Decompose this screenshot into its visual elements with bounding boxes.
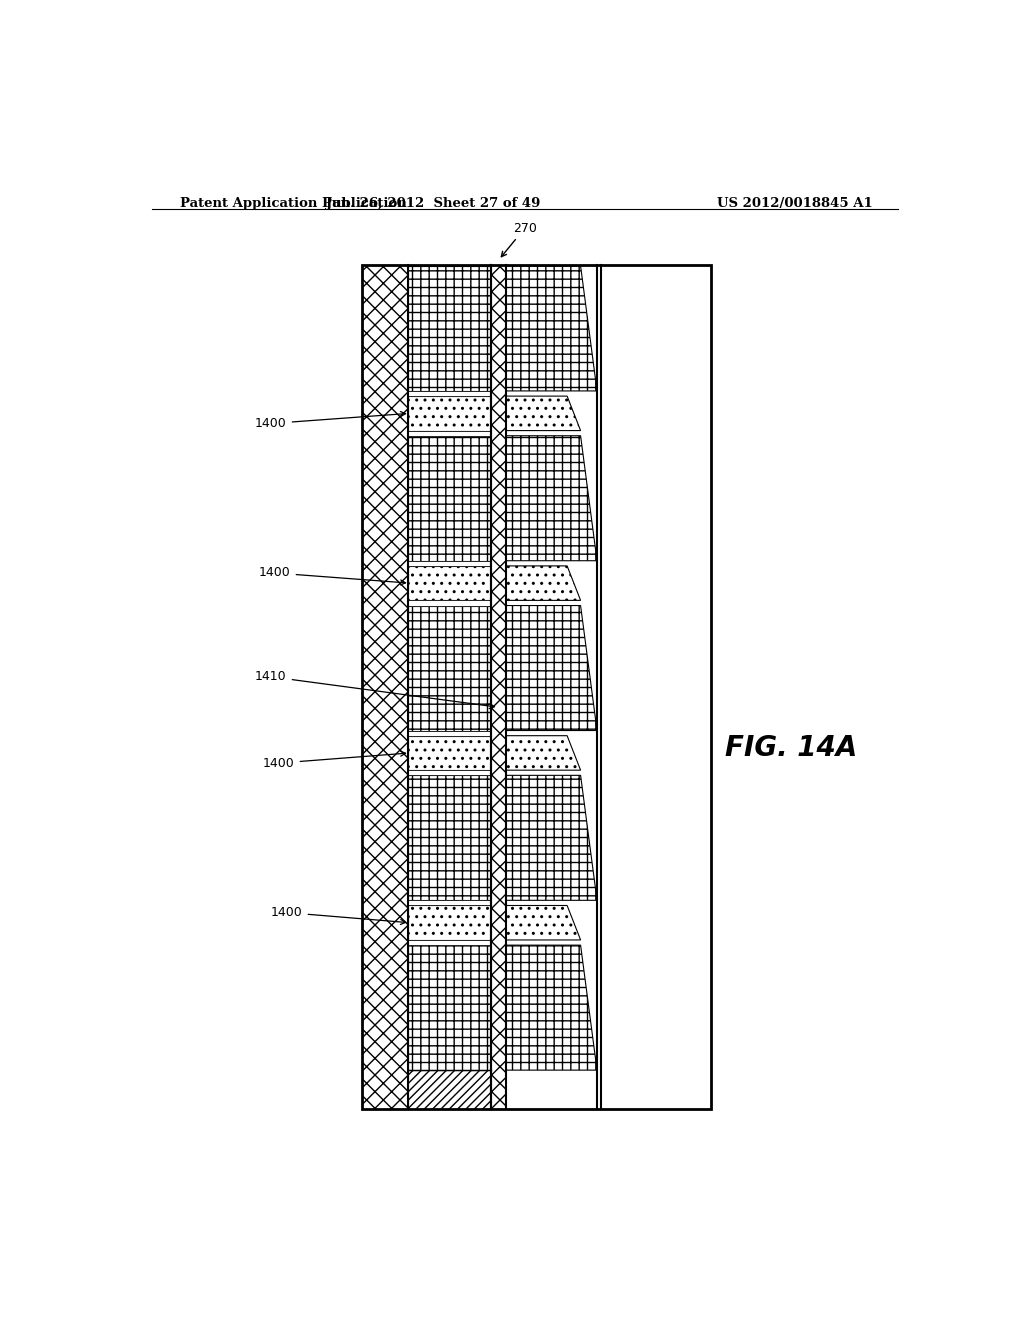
Text: Jan. 26, 2012  Sheet 27 of 49: Jan. 26, 2012 Sheet 27 of 49 <box>327 197 541 210</box>
Text: US 2012/0018845 A1: US 2012/0018845 A1 <box>717 197 872 210</box>
Bar <box>409 735 492 770</box>
Polygon shape <box>506 436 597 561</box>
Bar <box>601 265 712 1109</box>
Bar <box>409 940 492 945</box>
Bar <box>409 606 492 730</box>
Text: 1400: 1400 <box>259 566 406 585</box>
Text: 270: 270 <box>502 222 537 256</box>
Bar <box>409 396 492 430</box>
Text: 1410: 1410 <box>255 671 495 709</box>
Polygon shape <box>506 735 581 770</box>
Polygon shape <box>506 775 597 900</box>
Bar <box>409 945 492 1071</box>
Text: 1400: 1400 <box>255 412 406 430</box>
Bar <box>409 770 492 775</box>
Bar <box>409 265 492 391</box>
Text: FIG. 14A: FIG. 14A <box>725 734 857 762</box>
Polygon shape <box>506 396 581 430</box>
Bar <box>409 601 492 606</box>
Polygon shape <box>506 945 597 1071</box>
Bar <box>409 730 492 735</box>
Bar <box>409 1071 492 1109</box>
Polygon shape <box>506 566 581 601</box>
Bar <box>362 265 712 1109</box>
Polygon shape <box>506 606 597 730</box>
Bar <box>409 900 492 906</box>
Text: 1400: 1400 <box>263 751 406 770</box>
Bar <box>409 561 492 566</box>
Bar <box>409 775 492 900</box>
Polygon shape <box>506 265 597 391</box>
Bar <box>409 906 492 940</box>
Bar <box>409 436 492 561</box>
Bar <box>362 265 409 1109</box>
Polygon shape <box>506 906 581 940</box>
Bar <box>492 265 506 1109</box>
Bar <box>409 391 492 396</box>
Text: Patent Application Publication: Patent Application Publication <box>179 197 407 210</box>
Bar <box>409 430 492 436</box>
Bar <box>409 566 492 601</box>
Text: 1400: 1400 <box>270 906 406 924</box>
